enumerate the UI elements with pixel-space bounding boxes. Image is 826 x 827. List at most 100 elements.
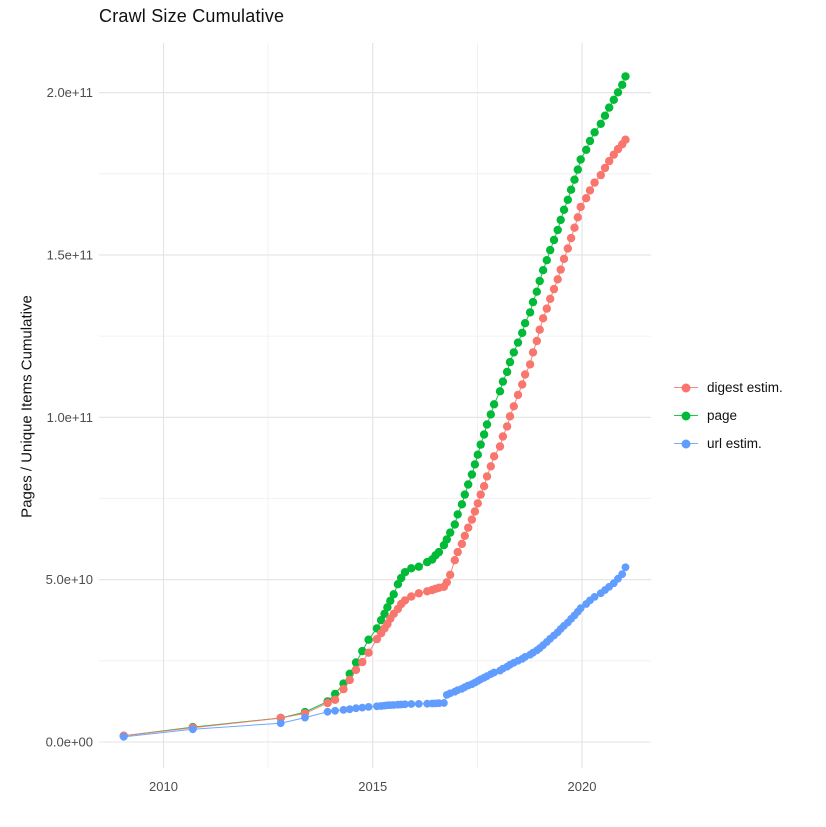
series-point-url-estim- (352, 704, 360, 713)
series-point-digest-estim- (549, 284, 559, 294)
series-point-page (364, 635, 373, 644)
series-line-digest-estim- (123, 139, 626, 737)
series-point-url-estim- (618, 570, 627, 578)
series-point-digest-estim- (585, 186, 595, 195)
series-point-digest-estim- (535, 325, 544, 334)
series-point-url-estim- (276, 719, 285, 728)
legend-key-url-icon (674, 437, 698, 451)
series-point-page (553, 225, 562, 235)
y-tick-label: 5.0e+10 (46, 572, 93, 587)
series-point-digest-estim- (559, 254, 569, 264)
series-point-digest-estim- (605, 156, 614, 166)
series-point-page (609, 95, 618, 105)
y-axis-title: Pages / Unique Items Cumulative (18, 295, 36, 518)
legend-label-url: url estim. (707, 436, 762, 451)
series-point-url-estim- (364, 703, 373, 711)
series-point-page (573, 165, 582, 174)
series-point-page (556, 215, 565, 225)
series-point-page (498, 377, 508, 386)
series-point-page (528, 297, 538, 307)
series-point-page (351, 658, 361, 667)
series-line-url-estim- (123, 567, 626, 738)
series-point-url-estim- (414, 700, 423, 708)
series-point-digest-estim- (453, 547, 462, 557)
series-point-digest-estim- (525, 360, 535, 369)
series-point-digest-estim- (345, 675, 354, 685)
series-point-page (520, 319, 530, 328)
series-point-digest-estim- (590, 178, 599, 187)
series-point-digest-estim- (520, 370, 530, 379)
series-point-url-estim- (188, 725, 197, 734)
series-point-page (457, 500, 467, 509)
series-point-digest-estim- (495, 442, 505, 451)
series-point-url-estim- (407, 700, 416, 708)
series-point-digest-estim- (556, 265, 565, 274)
series-point-page (386, 596, 395, 605)
series-point-url-estim- (323, 707, 332, 716)
series-point-digest-estim- (502, 422, 512, 431)
series-point-url-estim- (621, 563, 630, 572)
series-point-page (525, 308, 535, 317)
series-point-digest-estim- (532, 336, 541, 346)
legend-label-digest: digest estim. (707, 380, 783, 395)
legend-key-digest-icon (674, 381, 698, 395)
series-point-page (467, 470, 477, 479)
series-point-page (596, 119, 605, 128)
series-point-page (479, 430, 489, 439)
series-point-page (450, 520, 459, 529)
series-point-page (518, 328, 527, 338)
series-point-page (407, 564, 416, 573)
series-point-page (605, 103, 614, 112)
series-point-page (473, 450, 482, 459)
series-point-digest-estim- (542, 304, 551, 313)
series-point-page (489, 400, 499, 409)
series-point-page (470, 460, 480, 469)
series-point-page (535, 276, 544, 286)
chart-title: Crawl Size Cumulative (99, 6, 285, 26)
series-point-digest-estim- (600, 163, 610, 173)
series-point-digest-estim- (509, 402, 518, 411)
series-point-page (376, 616, 386, 625)
series-point-digest-estim- (442, 578, 451, 587)
series-point-page (476, 440, 485, 449)
series-point-url-estim- (331, 706, 339, 715)
series-point-digest-estim- (482, 472, 492, 481)
series-point-digest-estim- (323, 698, 332, 708)
series-point-digest-estim- (400, 596, 410, 605)
series-point-page (513, 338, 523, 347)
series-point-digest-estim- (358, 657, 367, 667)
series-point-page (414, 562, 423, 571)
series-point-digest-estim- (528, 348, 538, 357)
series-point-page (389, 590, 398, 599)
series-point-page (549, 235, 559, 245)
series-point-page (618, 80, 627, 90)
series-point-digest-estim- (566, 233, 576, 243)
series-point-page (542, 256, 551, 265)
series-point-page (590, 128, 599, 137)
series-point-page (393, 580, 403, 589)
series-point-page (621, 72, 630, 81)
legend-item-digest-estim: digest estim. (674, 378, 783, 397)
series-point-url-estim- (490, 668, 498, 677)
series-point-digest-estim- (364, 648, 373, 657)
series-point-digest-estim- (351, 665, 361, 675)
series-point-page (400, 568, 410, 577)
y-tick-label: 0.0e+00 (46, 735, 93, 750)
series-point-page (330, 689, 340, 699)
legend-key-page-icon (674, 409, 698, 423)
series-point-digest-estim- (621, 135, 630, 144)
series-point-page (509, 348, 518, 357)
series-point-url-estim- (401, 700, 409, 709)
series-point-url-estim- (590, 593, 599, 601)
series-point-page (486, 410, 495, 419)
series-point-page (505, 357, 515, 367)
series-point-page (495, 387, 505, 396)
series-point-digest-estim- (570, 223, 579, 232)
series-point-page (502, 367, 512, 377)
series-point-digest-estim- (476, 490, 485, 499)
series-point-page (600, 111, 610, 120)
series-point-digest-estim- (457, 539, 467, 549)
series-point-digest-estim- (573, 213, 582, 222)
